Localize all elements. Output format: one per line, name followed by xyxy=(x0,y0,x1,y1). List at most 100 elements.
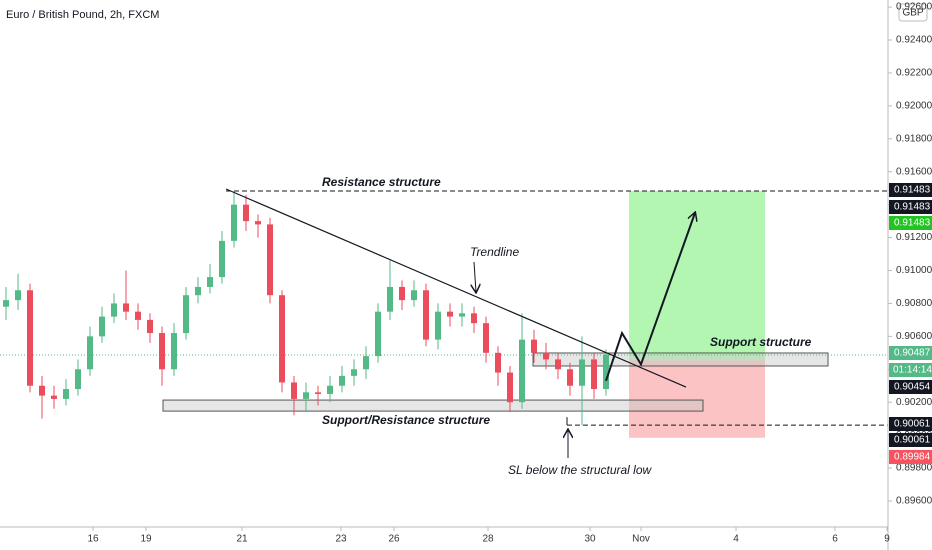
y-tick-label: 0.92600 xyxy=(896,2,932,13)
sr-zone xyxy=(162,399,704,412)
y-tick-label: 0.92000 xyxy=(896,101,932,112)
price-label: 0.90487 xyxy=(894,348,931,359)
candle-body xyxy=(483,323,489,353)
candle-body xyxy=(171,333,177,370)
candle-body xyxy=(87,336,93,370)
candle-body xyxy=(27,290,33,386)
candle-body xyxy=(459,313,465,317)
x-tick-label: 19 xyxy=(140,534,152,545)
price-label-box xyxy=(889,433,932,447)
price-label-box xyxy=(889,216,932,230)
candle-body xyxy=(303,392,309,399)
countdown: 01:14:14 xyxy=(893,365,932,376)
candle-body xyxy=(291,382,297,399)
candle-body xyxy=(411,290,417,301)
currency: GBP xyxy=(902,8,923,19)
price-label-box xyxy=(889,417,932,431)
candle-body xyxy=(255,221,261,225)
currency-badge xyxy=(898,3,928,22)
price-label: 0.91483 xyxy=(894,218,931,229)
candle-body xyxy=(555,359,561,370)
y-tick-label: 0.91600 xyxy=(896,166,932,177)
sl-label: SL below the structural low xyxy=(508,463,653,477)
y-tick-label: 0.90800 xyxy=(896,298,932,309)
price-label-box xyxy=(889,346,932,360)
x-tick-label: 6 xyxy=(832,534,838,545)
candle-body xyxy=(267,224,273,296)
candle-body xyxy=(159,333,165,370)
candle-body xyxy=(363,356,369,370)
x-tick-label: 23 xyxy=(335,534,347,545)
price-label: 0.91483 xyxy=(894,185,931,196)
chart-title: Euro / British Pound, 2h, FXCM xyxy=(6,9,159,21)
price-label: 0.89984 xyxy=(894,452,931,463)
candle-body xyxy=(579,359,585,386)
candle-body xyxy=(3,300,9,307)
y-tick-label: 0.92400 xyxy=(896,35,932,46)
candle-body xyxy=(447,311,453,317)
candle-body xyxy=(243,204,249,222)
price-label-box xyxy=(889,380,932,394)
candle-body xyxy=(339,375,345,386)
candle-body xyxy=(231,204,237,241)
y-tick-label: 0.92200 xyxy=(896,68,932,79)
candle-body xyxy=(15,290,21,301)
price-label-box xyxy=(889,450,932,464)
trendline-pointer xyxy=(474,261,476,292)
candle-body xyxy=(99,316,105,337)
y-tick-label: 0.91800 xyxy=(896,133,932,144)
x-tick-label: 9 xyxy=(884,534,890,545)
sr-label: Support/Resistance structure xyxy=(322,413,490,427)
candle-body xyxy=(471,313,477,324)
price-label-box xyxy=(889,183,932,197)
candle-body xyxy=(315,392,321,394)
candle-body xyxy=(219,240,225,278)
candle-body xyxy=(183,295,189,334)
candle-body xyxy=(567,369,573,386)
x-tick-label: 21 xyxy=(236,534,248,545)
x-tick-label: 4 xyxy=(733,534,739,545)
plot xyxy=(0,188,888,438)
stop-zone xyxy=(629,360,765,438)
candle-body xyxy=(495,352,501,373)
price-label: 0.90061 xyxy=(894,435,931,446)
x-tick-label: 30 xyxy=(584,534,596,545)
countdown-box xyxy=(889,363,932,377)
candle-body xyxy=(531,339,537,353)
candle-body xyxy=(543,352,549,360)
candle-body xyxy=(507,372,513,403)
y-tick-label: 0.91200 xyxy=(896,232,932,243)
x-tick-label: 16 xyxy=(87,534,99,545)
candle-body xyxy=(207,277,213,287)
candle-body xyxy=(435,311,441,340)
candle-body xyxy=(399,286,405,301)
x-tick-label: 26 xyxy=(388,534,400,545)
candle-body xyxy=(591,359,597,390)
y-tick-label: 0.89600 xyxy=(896,496,932,507)
trendline-label: Trendline xyxy=(470,245,519,259)
candle-body xyxy=(123,303,129,312)
y-tick-label: 0.90600 xyxy=(896,331,932,342)
y-tick-label: 0.89800 xyxy=(896,463,932,474)
candle-body xyxy=(387,286,393,312)
price-label: 0.90061 xyxy=(894,419,931,430)
resistance-label: Resistance structure xyxy=(322,175,441,189)
x-tick-label: 28 xyxy=(482,534,494,545)
candle-body xyxy=(327,385,333,394)
candle-body xyxy=(603,354,609,390)
candle-body xyxy=(135,311,141,320)
price-label-box xyxy=(889,200,932,214)
y-tick-label: 0.90200 xyxy=(896,397,932,408)
candle-body xyxy=(351,369,357,376)
candle-body xyxy=(75,369,81,390)
price-label: 0.91483 xyxy=(894,202,931,213)
candle-body xyxy=(39,385,45,396)
candle-body xyxy=(519,339,525,403)
candle-body xyxy=(111,303,117,317)
candle-body xyxy=(147,319,153,334)
y-tick-label: 0.91000 xyxy=(896,265,932,276)
price-label: 0.90454 xyxy=(894,382,931,393)
x-tick-label: Nov xyxy=(632,534,650,545)
candle-body xyxy=(279,295,285,383)
